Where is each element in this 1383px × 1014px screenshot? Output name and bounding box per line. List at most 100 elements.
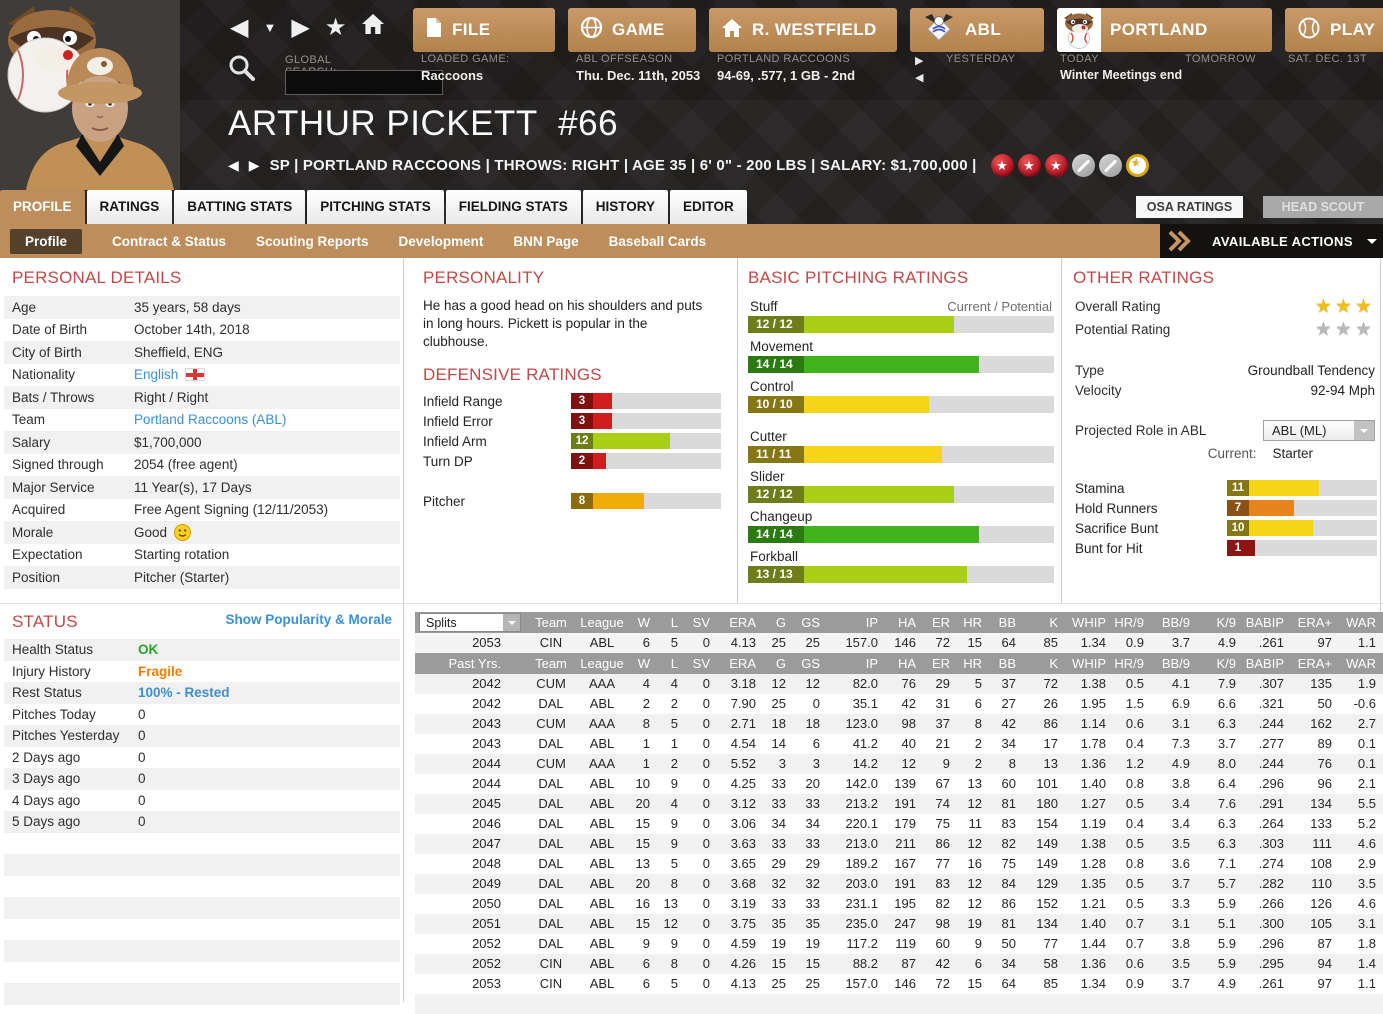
show-popularity-link[interactable]: Show Popularity & Morale [225,612,392,627]
column-header-whip[interactable]: WHIP [1065,612,1113,633]
stat-cell: .261 [1258,635,1284,650]
play-menu-button[interactable]: PLAY [1285,8,1383,52]
column-header-sv[interactable]: SV [685,653,717,674]
tab-fielding-stats[interactable]: FIELDING STATS [445,190,581,224]
stat-cell: 105 [1310,916,1332,931]
column-header-k[interactable]: K [1023,612,1065,633]
column-header-babip[interactable]: BABIP [1243,612,1291,633]
forward-icon[interactable]: ▶ [291,14,310,41]
column-header-bb[interactable]: BB [989,653,1023,674]
column-header-k[interactable]: K [1023,653,1065,674]
tomorrow-label[interactable]: TOMORROW [1185,53,1256,65]
prev-player-icon[interactable]: ◀ [228,157,241,173]
column-header-gs[interactable]: GS [793,612,827,633]
column-header-hr-9[interactable]: HR/9 [1113,653,1151,674]
column-header-league[interactable]: League [577,612,627,633]
stat-cell: 3.1 [1171,716,1190,731]
column-header-bb-9[interactable]: BB/9 [1151,612,1197,633]
manager-menu-button[interactable]: R. WESTFIELD [709,8,897,52]
forkball-label: Forkball [750,548,799,564]
column-header-bb-9[interactable]: BB/9 [1151,653,1197,674]
stat-cell: -0.6 [1353,696,1376,711]
column-header-era[interactable]: ERA [717,653,763,674]
column-header-l[interactable]: L [657,653,685,674]
stat-cell: 5.5 [1357,796,1376,811]
team-menu-button[interactable]: PORTLAND [1057,8,1272,52]
column-header-team[interactable]: Team [525,653,577,674]
today-label[interactable]: TODAY [1060,53,1099,65]
year-cell: 2044 [472,776,501,791]
sim-forward-icon[interactable]: ▶ [915,55,924,67]
pitch-rating-row: Forkball 13 / 13 [748,546,1054,583]
subtab-scouting-reports[interactable]: Scouting Reports [256,233,369,249]
column-header-sv[interactable]: SV [685,612,717,633]
column-header-ip[interactable]: IP [827,653,885,674]
stat-cell: 4.6 [1357,836,1376,851]
column-header-ip[interactable]: IP [827,612,885,633]
stat-cell: DAL [538,836,564,851]
column-header-babip[interactable]: BABIP [1243,653,1291,674]
column-header-gs[interactable]: GS [793,653,827,674]
column-header-war[interactable]: WAR [1339,612,1383,633]
subtab-profile[interactable]: Profile [10,228,83,254]
projected-role-select[interactable]: ABL (ML) [1263,420,1375,441]
tab-profile[interactable]: PROFILE [0,190,85,224]
city-of-birth-label: City of Birth [12,344,82,360]
splits-dropdown[interactable]: Splits [419,613,521,632]
column-header-league[interactable]: League [577,653,627,674]
subtab-contract-status[interactable]: Contract & Status [112,233,227,249]
column-header-er[interactable]: ER [923,653,957,674]
tab-pitching-stats[interactable]: PITCHING STATS [307,190,444,224]
column-header-era[interactable]: ERA+ [1291,612,1339,633]
column-header-whip[interactable]: WHIP [1065,653,1113,674]
home-icon[interactable] [361,10,385,46]
tab-ratings[interactable]: RATINGS [86,190,173,224]
column-header-war[interactable]: WAR [1339,653,1383,674]
column-header-g[interactable]: G [763,653,793,674]
file-menu-button[interactable]: FILE [413,8,555,52]
stat-cell: 6 [642,976,650,991]
head-scout-button[interactable]: HEAD SCOUT [1263,196,1383,218]
tab-history[interactable]: HISTORY [582,190,669,224]
column-header-w[interactable]: W [627,612,657,633]
column-header-k-9[interactable]: K/9 [1197,653,1243,674]
column-header-w[interactable]: W [627,653,657,674]
game-menu-button[interactable]: GAME [568,8,696,52]
history-dropdown-icon[interactable]: ▼ [263,20,277,35]
subtab-development[interactable]: Development [398,233,484,249]
sim-back-icon[interactable]: ◀ [915,72,924,84]
column-header-era[interactable]: ERA [717,612,763,633]
back-icon[interactable]: ◀ [230,14,249,41]
league-menu-button[interactable]: ABL [910,8,1044,52]
column-header-l[interactable]: L [657,612,685,633]
stat-cell: 4.59 [730,936,756,951]
stat-cell: 0.8 [1125,856,1144,871]
osa-ratings-button[interactable]: OSA RATINGS [1136,196,1243,218]
subtab-bnn-page[interactable]: BNN Page [513,233,579,249]
tab-editor[interactable]: EDITOR [670,190,747,224]
column-header-hr-9[interactable]: HR/9 [1113,612,1151,633]
column-header-g[interactable]: G [763,612,793,633]
next-player-icon[interactable]: ▶ [248,157,262,173]
stat-cell: 4.1 [1171,676,1190,691]
column-header-era[interactable]: ERA+ [1291,653,1339,674]
favorite-star-icon[interactable]: ★ [324,14,347,41]
available-actions[interactable]: AVAILABLE ACTIONS [1160,224,1383,258]
subtab-baseball-cards[interactable]: Baseball Cards [608,233,707,249]
yesterday-label[interactable]: YESTERDAY [946,53,1016,65]
column-header-k-9[interactable]: K/9 [1197,612,1243,633]
year-cell: 2049 [472,876,501,891]
rating-row: Pitcher 8 [412,491,727,511]
search-input[interactable] [285,70,443,95]
column-header-ha[interactable]: HA [885,612,923,633]
team-value[interactable]: Portland Raccoons (ABL) [134,412,287,428]
column-header-ha[interactable]: HA [885,653,923,674]
loaded-game-value: Raccoons [421,68,484,83]
column-header-er[interactable]: ER [923,612,957,633]
tab-batting-stats[interactable]: BATTING STATS [174,190,306,224]
nationality-value[interactable]: English [134,367,179,383]
column-header-bb[interactable]: BB [989,612,1023,633]
column-header-hr[interactable]: HR [957,653,989,674]
column-header-team[interactable]: Team [525,612,577,633]
column-header-hr[interactable]: HR [957,612,989,633]
